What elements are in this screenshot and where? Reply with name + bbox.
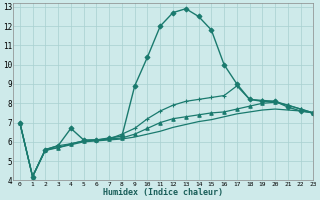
X-axis label: Humidex (Indice chaleur): Humidex (Indice chaleur): [103, 188, 223, 197]
